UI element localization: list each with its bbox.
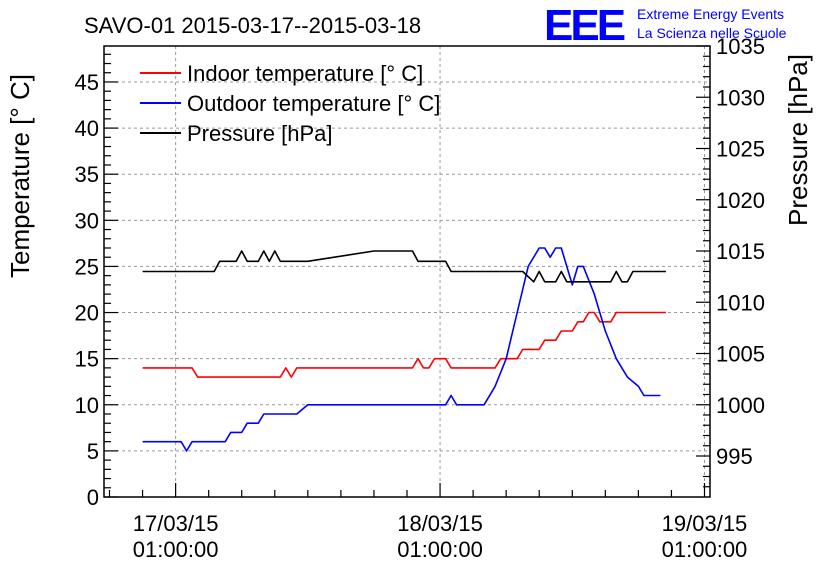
series-line-1 xyxy=(142,247,661,452)
x-tick-label-time: 01:00:00 xyxy=(662,537,748,562)
y2-tick-label: 1005 xyxy=(716,342,765,367)
y-tick-label: 35 xyxy=(75,162,99,187)
legend-label: Indoor temperature [° C] xyxy=(187,61,423,86)
y-tick-label: 25 xyxy=(75,254,99,279)
logo-line-2: La Scienza nelle Scuole xyxy=(637,25,787,41)
y-tick-label: 30 xyxy=(75,208,99,233)
y2-tick-label: 1035 xyxy=(716,34,765,59)
axes: 0510152025303540459951000100510101015102… xyxy=(75,34,765,562)
legend-label: Pressure [hPa] xyxy=(187,121,333,146)
x-tick-label-time: 01:00:00 xyxy=(133,537,219,562)
y-tick-label: 10 xyxy=(75,393,99,418)
logo-line-1: Extreme Energy Events xyxy=(637,6,784,22)
y2-axis-title: Pressure [hPa] xyxy=(783,54,813,226)
chart-title: SAVO-01 2015-03-17--2015-03-18 xyxy=(84,13,421,38)
plot-series xyxy=(142,247,666,452)
y-tick-label: 45 xyxy=(75,70,99,95)
y2-tick-label: 1010 xyxy=(716,290,765,315)
y-tick-label: 15 xyxy=(75,347,99,372)
y2-tick-label: 1030 xyxy=(716,85,765,110)
y2-tick-label: 1025 xyxy=(716,137,765,162)
eee-logo: EEE xyxy=(544,1,625,50)
y2-tick-label: 1000 xyxy=(716,393,765,418)
y-tick-label: 20 xyxy=(75,301,99,326)
y-axis-title: Temperature [° C] xyxy=(5,74,35,278)
x-tick-label-date: 18/03/15 xyxy=(397,511,483,536)
legend-label: Outdoor temperature [° C] xyxy=(187,91,440,116)
series-line-2 xyxy=(142,250,666,283)
y-tick-label: 40 xyxy=(75,116,99,141)
legend: Indoor temperature [° C] Outdoor temperat… xyxy=(140,61,440,146)
x-tick-label-time: 01:00:00 xyxy=(397,537,483,562)
x-tick-label-date: 17/03/15 xyxy=(133,511,219,536)
x-tick-label-date: 19/03/15 xyxy=(662,511,748,536)
y2-tick-label: 995 xyxy=(716,444,753,469)
y2-tick-label: 1020 xyxy=(716,188,765,213)
y-tick-label: 0 xyxy=(87,485,99,510)
series-line-0 xyxy=(142,311,666,378)
y-tick-label: 5 xyxy=(87,439,99,464)
y2-tick-label: 1015 xyxy=(716,239,765,264)
